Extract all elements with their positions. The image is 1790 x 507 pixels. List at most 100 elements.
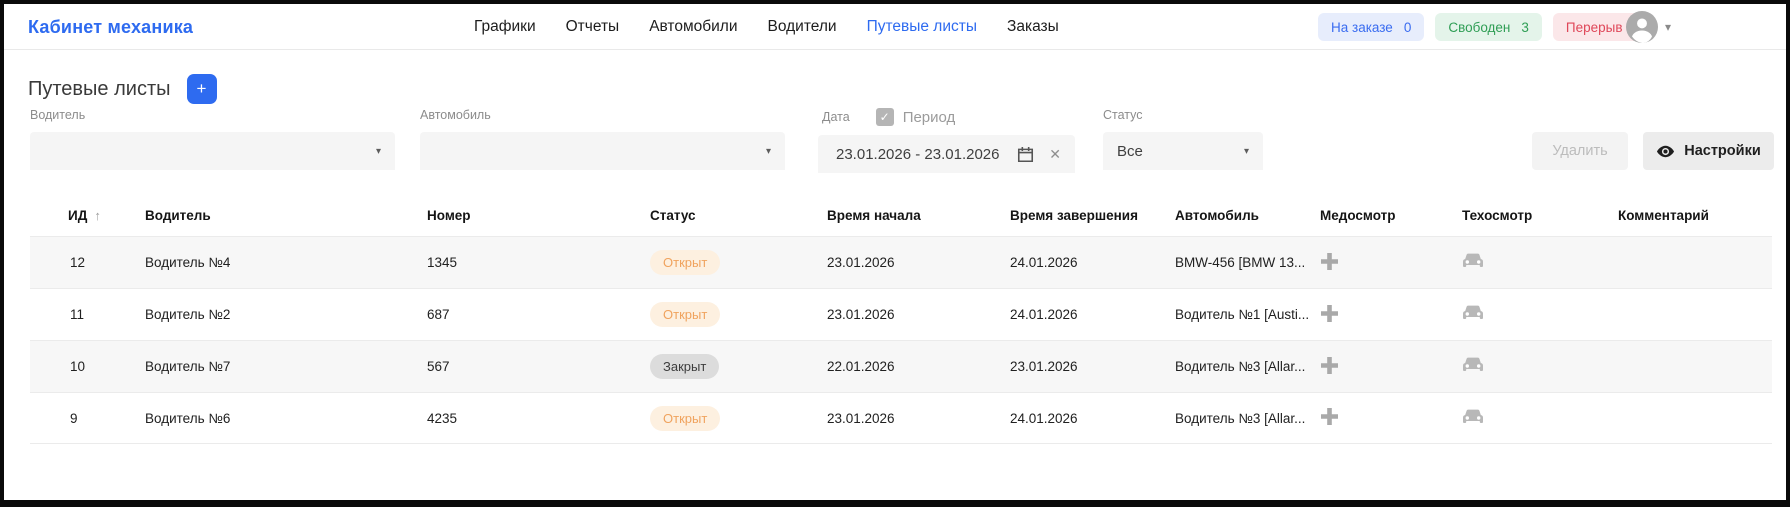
cell-driver: Водитель №2 xyxy=(145,307,231,322)
badge-on-order-label: На заказе xyxy=(1331,19,1393,35)
app-title: Кабинет механика xyxy=(28,16,194,37)
badge-free-count: 3 xyxy=(1521,19,1529,35)
cell-end: 23.01.2026 xyxy=(1010,359,1078,374)
cell-status: Открыт xyxy=(650,302,827,327)
table-row[interactable]: 10 Водитель №7 567 Закрыт 22.01.2026 23.… xyxy=(30,340,1772,392)
medical-check-add-icon[interactable] xyxy=(1320,252,1339,271)
cell-start: 23.01.2026 xyxy=(827,255,895,270)
plus-icon: + xyxy=(196,79,207,98)
settings-button[interactable]: Настройки xyxy=(1643,132,1774,170)
column-header-status[interactable]: Статус xyxy=(650,207,696,223)
medical-check-add-icon[interactable] xyxy=(1320,407,1339,426)
cell-medcheck xyxy=(1320,252,1462,274)
avatar-icon xyxy=(1626,11,1658,43)
date-range-input[interactable]: 23.01.2026 - 23.01.2026 ✕ xyxy=(818,135,1075,173)
nav-item-waybills[interactable]: Путевые листы xyxy=(866,18,977,35)
table-row[interactable]: 12 Водитель №4 1345 Открыт 23.01.2026 24… xyxy=(30,236,1772,288)
sort-asc-icon: ↑ xyxy=(94,207,101,223)
cell-number: 567 xyxy=(427,359,450,374)
eye-icon xyxy=(1657,145,1675,157)
status-filter-select[interactable]: Все ▾ xyxy=(1103,132,1263,170)
nav-item-charts[interactable]: Графики xyxy=(474,18,536,35)
cell-vehicle: BMW-456 [BMW 13... xyxy=(1175,255,1306,270)
column-header-start[interactable]: Время начала xyxy=(827,207,921,223)
tech-check-car-icon[interactable] xyxy=(1462,305,1484,321)
column-header-driver[interactable]: Водитель xyxy=(145,207,211,223)
date-filter: Дата ✓ Период 23.01.2026 - 23.01.2026 ✕ xyxy=(818,108,1075,173)
badge-break-label: Перерыв xyxy=(1565,19,1623,35)
cell-number: 687 xyxy=(427,307,450,322)
cell-end: 24.01.2026 xyxy=(1010,410,1078,426)
add-waybill-button[interactable]: + xyxy=(186,74,217,104)
chevron-down-icon: ▾ xyxy=(375,145,381,157)
cell-driver: Водитель №4 xyxy=(145,255,231,270)
vehicle-filter-select[interactable]: ▾ xyxy=(420,132,785,170)
cell-techcheck xyxy=(1462,305,1618,324)
medical-check-add-icon[interactable] xyxy=(1320,356,1339,375)
cell-id: 10 xyxy=(70,359,86,374)
cell-vehicle: Водитель №3 [Allar... xyxy=(1175,359,1306,374)
cell-techcheck xyxy=(1462,409,1618,428)
column-header-vehicle[interactable]: Автомобиль xyxy=(1175,207,1259,223)
tech-check-car-icon[interactable] xyxy=(1462,409,1484,425)
status-badge: Открыт xyxy=(650,405,721,431)
page-head: Путевые листы + xyxy=(28,74,217,104)
cell-number: 1345 xyxy=(427,255,458,270)
period-checkbox-label[interactable]: Период xyxy=(902,108,956,126)
nav-item-drivers[interactable]: Водители xyxy=(767,18,837,35)
cell-vehicle: Водитель №3 [Allar... xyxy=(1175,410,1306,426)
column-header-end[interactable]: Время завершения xyxy=(1010,207,1138,223)
cell-end: 24.01.2026 xyxy=(1010,255,1078,270)
cell-end: 24.01.2026 xyxy=(1010,307,1078,322)
cell-start: 23.01.2026 xyxy=(827,410,895,426)
vehicle-filter-label: Автомобиль xyxy=(420,108,491,122)
cell-start: 23.01.2026 xyxy=(827,307,895,322)
cell-medcheck xyxy=(1320,304,1462,326)
table-header-row: ИД ↑ Водитель Номер Статус Время начала … xyxy=(30,194,1772,236)
cell-number: 4235 xyxy=(427,410,458,426)
user-menu[interactable]: ▾ xyxy=(1626,11,1671,43)
settings-button-label: Настройки xyxy=(1684,143,1761,159)
column-header-number[interactable]: Номер xyxy=(427,207,471,223)
driver-filter-select[interactable]: ▾ xyxy=(30,132,395,170)
delete-button[interactable]: Удалить xyxy=(1532,132,1628,170)
date-range-value: 23.01.2026 - 23.01.2026 xyxy=(836,145,1000,163)
status-filter-label: Статус xyxy=(1103,108,1143,122)
tech-check-car-icon[interactable] xyxy=(1462,253,1484,269)
badge-free-label: Свободен xyxy=(1448,19,1511,35)
medical-check-add-icon[interactable] xyxy=(1320,304,1339,323)
table-row[interactable]: 9 Водитель №6 4235 Открыт 23.01.2026 24.… xyxy=(30,392,1772,444)
badge-on-order-count: 0 xyxy=(1403,19,1412,35)
main-nav: Графики Отчеты Автомобили Водители Путев… xyxy=(474,4,1059,50)
chevron-down-icon: ▾ xyxy=(1243,145,1249,157)
nav-item-orders[interactable]: Заказы xyxy=(1007,18,1059,35)
nav-item-vehicles[interactable]: Автомобили xyxy=(649,18,738,35)
tech-check-car-icon[interactable] xyxy=(1462,357,1484,373)
table-row[interactable]: 11 Водитель №2 687 Открыт 23.01.2026 24.… xyxy=(30,288,1772,340)
cell-start: 22.01.2026 xyxy=(827,359,895,374)
badge-free[interactable]: Свободен 3 xyxy=(1435,13,1542,41)
status-badge: Закрыт xyxy=(650,354,720,379)
status-filter-value: Все xyxy=(1117,142,1143,160)
chevron-down-icon: ▾ xyxy=(1665,20,1672,34)
badge-on-order[interactable]: На заказе 0 xyxy=(1318,13,1425,41)
cell-status: Открыт xyxy=(650,405,827,431)
clear-date-icon[interactable]: ✕ xyxy=(1049,145,1061,162)
nav-item-reports[interactable]: Отчеты xyxy=(565,18,620,35)
cell-status: Закрыт xyxy=(650,354,827,379)
column-header-comment[interactable]: Комментарий xyxy=(1618,207,1709,223)
cell-driver: Водитель №7 xyxy=(145,359,231,374)
column-header-techcheck[interactable]: Техосмотр xyxy=(1462,207,1533,223)
cell-status: Открыт xyxy=(650,250,827,275)
status-badge: Открыт xyxy=(650,250,721,275)
column-header-id[interactable]: ИД ↑ xyxy=(68,207,101,223)
date-filter-label: Дата xyxy=(822,109,850,124)
cell-techcheck xyxy=(1462,253,1618,272)
calendar-icon[interactable] xyxy=(1016,145,1035,164)
chevron-down-icon: ▾ xyxy=(765,145,771,157)
column-header-medcheck[interactable]: Медосмотр xyxy=(1320,207,1396,223)
cell-vehicle: Водитель №1 [Austi... xyxy=(1175,307,1310,322)
cell-driver: Водитель №6 xyxy=(145,410,231,426)
period-checkbox[interactable]: ✓ xyxy=(875,108,894,126)
